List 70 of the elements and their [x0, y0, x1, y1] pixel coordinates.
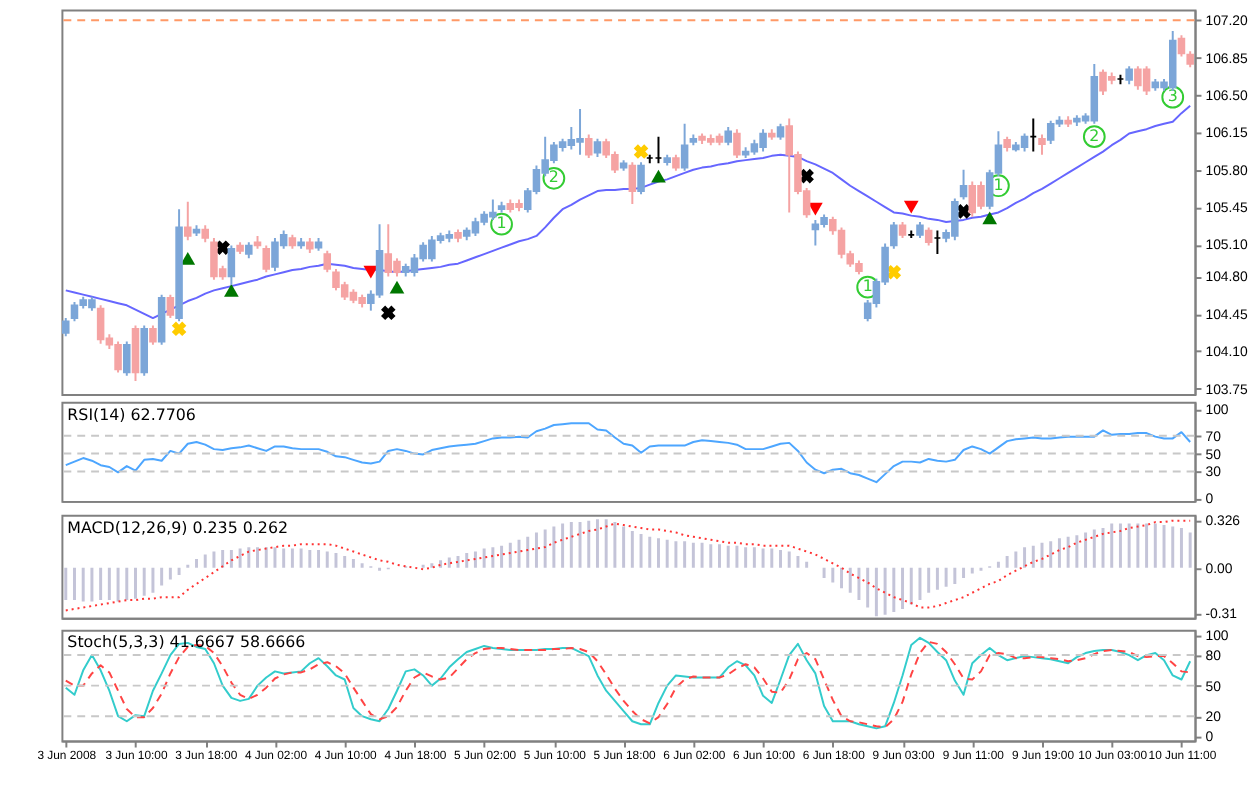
candlestick — [628, 161, 637, 205]
candlestick — [1099, 68, 1107, 96]
candlestick — [166, 293, 175, 320]
series-label: 3 — [1167, 87, 1178, 106]
point — [903, 200, 919, 214]
candlestick — [1046, 119, 1055, 146]
candlestick — [1168, 29, 1177, 92]
candlestick — [131, 324, 140, 383]
line-series — [64, 104, 1192, 320]
candlestick — [332, 268, 340, 292]
candlestick — [584, 133, 593, 159]
candlestick — [271, 237, 279, 273]
candlestick — [1177, 34, 1186, 58]
text: 2 — [1089, 126, 1100, 145]
candlestick — [471, 216, 480, 237]
candlestick — [210, 237, 218, 281]
candlestick — [323, 249, 332, 274]
line-series — [64, 422, 1192, 484]
text: 1 — [993, 175, 1004, 194]
candlestick — [890, 221, 898, 250]
candlestick — [375, 223, 384, 299]
candlestick — [123, 340, 131, 377]
point — [389, 280, 405, 294]
chart-title: MACD(12,26,9) 0.235 0.262 — [67, 518, 289, 537]
point — [381, 305, 396, 321]
candlestick — [680, 122, 689, 172]
candlestick — [811, 218, 820, 247]
candlestick — [1142, 65, 1151, 96]
point — [171, 321, 187, 337]
candlestick — [759, 128, 767, 153]
point — [224, 284, 239, 297]
candlestick — [733, 128, 741, 159]
line-series — [64, 519, 1192, 612]
candlestick — [567, 126, 576, 151]
candlestick — [837, 226, 846, 260]
candlestick — [262, 244, 271, 274]
candlestick — [96, 304, 105, 345]
candlestick — [62, 317, 70, 338]
candlestick — [977, 180, 985, 211]
text: 1 — [496, 214, 507, 233]
candlestick — [140, 324, 148, 377]
candlestick — [393, 257, 401, 278]
candlestick — [924, 226, 933, 247]
candlestick — [724, 126, 732, 147]
candlestick — [114, 340, 122, 374]
candlestick — [384, 223, 393, 278]
candlestick — [1134, 65, 1142, 91]
point — [982, 211, 998, 225]
candlestick — [968, 180, 977, 218]
chart-title: Stoch(5,3,3) 41.6667 58.6666 — [67, 633, 306, 652]
candlestick — [637, 161, 645, 196]
candlestick — [184, 200, 192, 242]
candlestick — [1020, 132, 1029, 153]
point — [633, 144, 649, 159]
candlestick — [157, 293, 166, 346]
candlestick — [1038, 133, 1046, 156]
chart-title: RSI(14) 62.7706 — [67, 405, 196, 424]
candlestick — [1090, 63, 1099, 125]
point — [808, 202, 823, 216]
candlestick — [410, 253, 419, 278]
candlestick — [149, 324, 157, 346]
candlestick — [959, 168, 968, 201]
series-label: 2 — [548, 168, 559, 187]
candlestick — [70, 301, 79, 323]
series-label: 1 — [862, 277, 873, 296]
candlestick — [1125, 65, 1133, 86]
candlestick — [576, 107, 584, 156]
point — [651, 169, 666, 183]
candlestick — [593, 137, 602, 158]
point — [180, 251, 196, 265]
